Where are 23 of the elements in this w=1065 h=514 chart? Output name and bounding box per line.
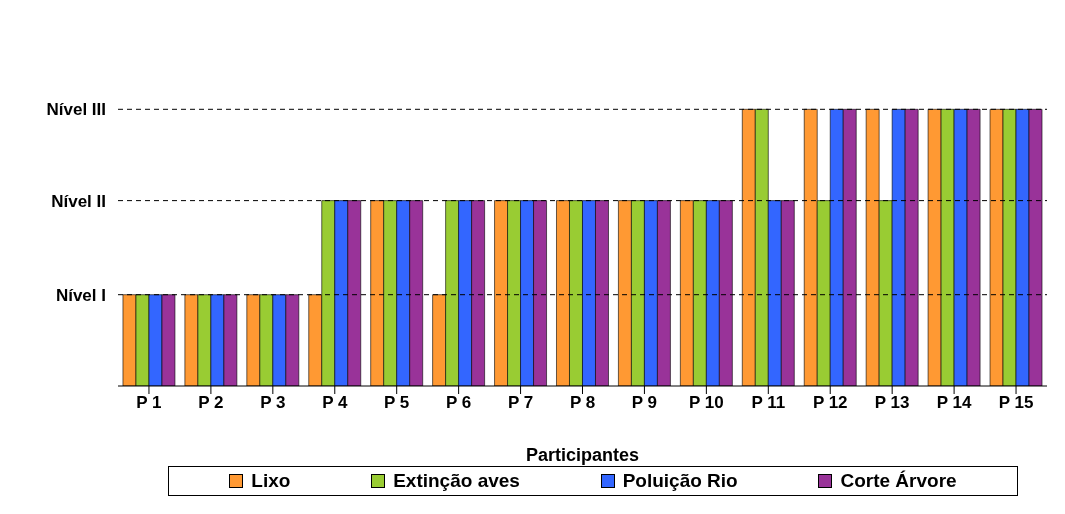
x-tick-label: P 8 — [569, 393, 596, 413]
x-axis-title: Participantes — [525, 445, 640, 465]
x-tick-label: P 6 — [446, 393, 472, 413]
ref-line-label: Nível II — [51, 191, 106, 211]
ref-line-label: Nível III — [46, 100, 106, 120]
x-tick-label: P 9 — [631, 393, 658, 413]
x-tick-label: P 1 — [136, 393, 162, 413]
x-tick-label: P 12 — [812, 393, 848, 413]
legend-label: Extinção aves — [393, 470, 520, 492]
x-tick-label: P 5 — [384, 393, 410, 413]
legend-label: Poluição Rio — [622, 470, 738, 492]
x-tick-label: P 15 — [998, 393, 1034, 413]
x-tick-label: P 14 — [936, 393, 972, 413]
x-tick-label: P 11 — [751, 393, 786, 413]
x-tick-label: P 13 — [874, 393, 910, 413]
x-tick-label: P 4 — [322, 393, 348, 413]
x-tick-label: P 7 — [507, 393, 534, 413]
legend-label: Lixo — [251, 470, 291, 492]
x-tick-label: P 3 — [260, 393, 286, 413]
ref-line-label: Nível I — [55, 285, 106, 305]
legend-label: Corte Árvore — [840, 470, 957, 492]
x-tick-label: P 10 — [689, 393, 724, 413]
x-tick-label: P 2 — [198, 393, 224, 413]
